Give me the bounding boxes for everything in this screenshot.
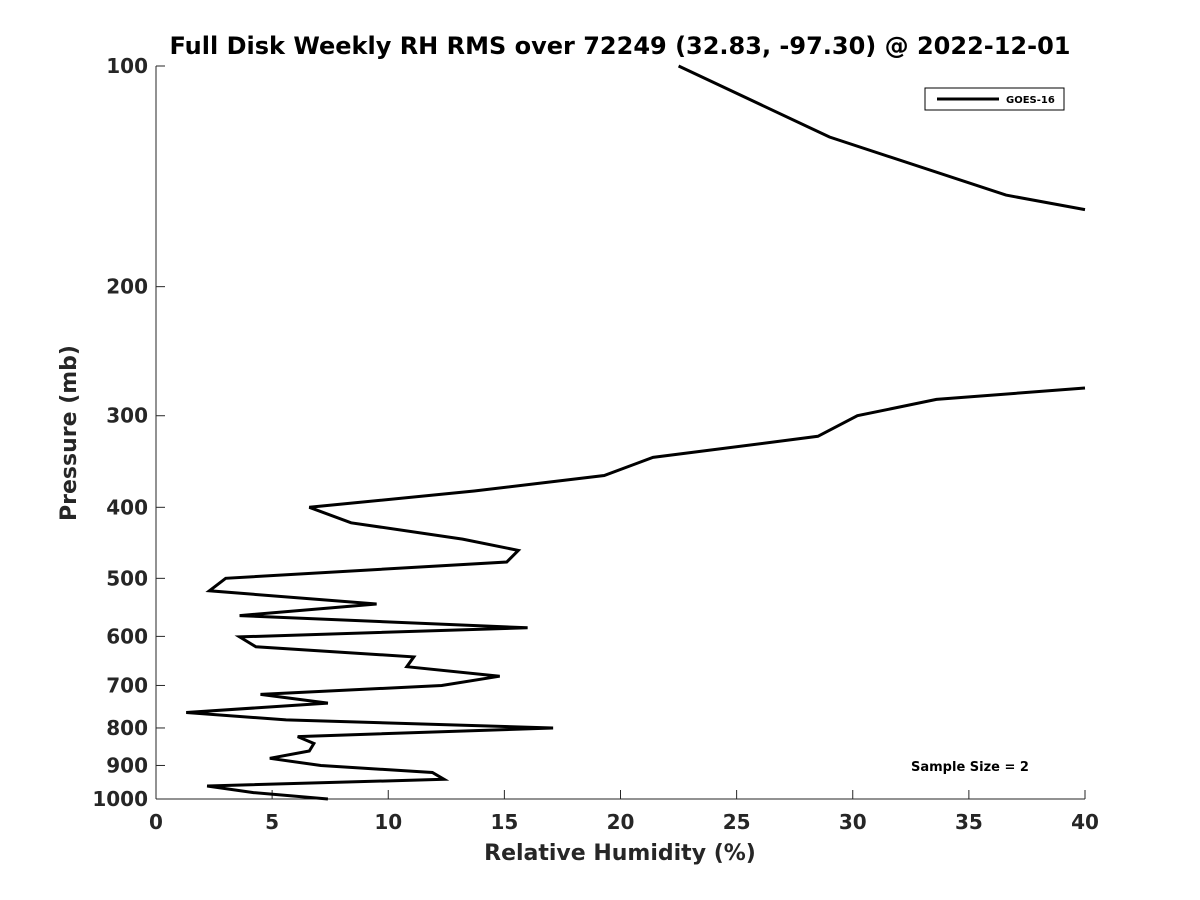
y-axis-label: Pressure (mb) xyxy=(57,345,82,521)
y-tick-label: 1000 xyxy=(92,787,148,811)
y-tick-label: 200 xyxy=(106,275,148,299)
y-tick-label: 500 xyxy=(106,566,148,590)
series-group xyxy=(186,64,1086,801)
y-tick-label: 900 xyxy=(106,753,148,777)
x-tick-label: 15 xyxy=(490,810,518,834)
series-line-1 xyxy=(677,64,1086,212)
x-tick-label: 30 xyxy=(839,810,867,834)
legend-label: GOES-16 xyxy=(1006,95,1055,106)
x-axis: 0 5 10 15 20 25 30 35 40 xyxy=(149,790,1099,834)
x-tick-label: 0 xyxy=(149,810,163,834)
y-tick-label: 800 xyxy=(106,716,148,740)
y-tick-label: 700 xyxy=(106,673,148,697)
x-tick-label: 5 xyxy=(265,810,279,834)
y-tick-label: 600 xyxy=(106,624,148,648)
x-tick-label: 25 xyxy=(723,810,751,834)
x-tick-label: 35 xyxy=(955,810,983,834)
x-axis-label: Relative Humidity (%) xyxy=(484,841,756,866)
x-tick-label: 20 xyxy=(607,810,635,834)
x-tick-label: 40 xyxy=(1071,810,1099,834)
chart-title: Full Disk Weekly RH RMS over 72249 (32.8… xyxy=(169,32,1070,60)
y-tick-label: 300 xyxy=(106,404,148,428)
legend: GOES-16 xyxy=(924,87,1065,111)
y-tick-label: 100 xyxy=(106,54,148,78)
series-line-2 xyxy=(186,386,1086,801)
y-axis: 100 200 300 400 500 600 700 800 900 1000 xyxy=(92,54,165,811)
sample-size-annotation: Sample Size = 2 xyxy=(911,760,1029,775)
y-tick-label: 400 xyxy=(106,495,148,519)
x-tick-label: 10 xyxy=(374,810,402,834)
